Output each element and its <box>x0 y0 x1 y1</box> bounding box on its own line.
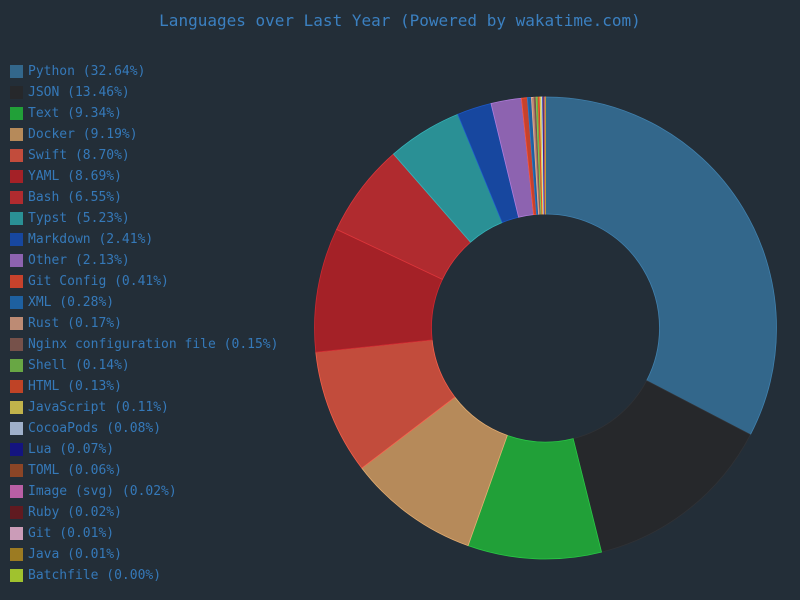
legend-swatch-ruby <box>10 506 23 519</box>
legend-label: Git Config (0.41%) <box>28 274 169 289</box>
legend-label: XML (0.28%) <box>28 295 115 310</box>
legend-swatch-rust <box>10 317 23 330</box>
legend-swatch-git <box>10 527 23 540</box>
legend-swatch-batchfile <box>10 569 23 582</box>
legend-label: JSON (13.46%) <box>28 85 130 100</box>
legend-label: Git (0.01%) <box>28 526 115 541</box>
legend-swatch-json <box>10 86 23 99</box>
legend-swatch-javascript <box>10 401 23 414</box>
legend-swatch-typst <box>10 212 23 225</box>
legend-swatch-lua <box>10 443 23 456</box>
legend-label: JavaScript (0.11%) <box>28 400 169 415</box>
legend-label: Bash (6.55%) <box>28 190 122 205</box>
legend-item-shell: Shell (0.14%) <box>10 355 278 376</box>
legend-label: YAML (8.69%) <box>28 169 122 184</box>
legend-label: Ruby (0.02%) <box>28 505 122 520</box>
legend-swatch-shell <box>10 359 23 372</box>
legend-item-nginx-configuration-file: Nginx configuration file (0.15%) <box>10 334 278 355</box>
legend-label: Swift (8.70%) <box>28 148 130 163</box>
legend-swatch-toml <box>10 464 23 477</box>
legend-item-json: JSON (13.46%) <box>10 82 278 103</box>
legend-item-lua: Lua (0.07%) <box>10 439 278 460</box>
legend-swatch-python <box>10 65 23 78</box>
legend-item-cocoapods: CocoaPods (0.08%) <box>10 418 278 439</box>
legend-item-markdown: Markdown (2.41%) <box>10 229 278 250</box>
legend-label: Java (0.01%) <box>28 547 122 562</box>
legend-item-html: HTML (0.13%) <box>10 376 278 397</box>
legend-label: Typst (5.23%) <box>28 211 130 226</box>
legend-swatch-text <box>10 107 23 120</box>
legend-item-image-svg: Image (svg) (0.02%) <box>10 481 278 502</box>
legend-item-ruby: Ruby (0.02%) <box>10 502 278 523</box>
legend-swatch-markdown <box>10 233 23 246</box>
legend-item-java: Java (0.01%) <box>10 544 278 565</box>
legend-label: Lua (0.07%) <box>28 442 115 457</box>
legend: Python (32.64%) JSON (13.46%) Text (9.34%)… <box>10 61 278 586</box>
legend-swatch-bash <box>10 191 23 204</box>
legend-item-batchfile: Batchfile (0.00%) <box>10 565 278 586</box>
legend-item-javascript: JavaScript (0.11%) <box>10 397 278 418</box>
legend-item-other: Other (2.13%) <box>10 250 278 271</box>
legend-swatch-cocoapods <box>10 422 23 435</box>
legend-swatch-docker <box>10 128 23 141</box>
legend-swatch-html <box>10 380 23 393</box>
legend-item-xml: XML (0.28%) <box>10 292 278 313</box>
legend-item-bash: Bash (6.55%) <box>10 187 278 208</box>
legend-swatch-yaml <box>10 170 23 183</box>
legend-swatch-nginx-configuration-file <box>10 338 23 351</box>
legend-label: Python (32.64%) <box>28 64 146 79</box>
legend-swatch-other <box>10 254 23 267</box>
legend-label: Shell (0.14%) <box>28 358 130 373</box>
legend-item-toml: TOML (0.06%) <box>10 460 278 481</box>
legend-label: CocoaPods (0.08%) <box>28 421 162 436</box>
legend-item-yaml: YAML (8.69%) <box>10 166 278 187</box>
legend-swatch-xml <box>10 296 23 309</box>
legend-item-docker: Docker (9.19%) <box>10 124 278 145</box>
legend-swatch-java <box>10 548 23 561</box>
legend-label: HTML (0.13%) <box>28 379 122 394</box>
legend-item-python: Python (32.64%) <box>10 61 278 82</box>
wedge-python <box>545 96 777 436</box>
legend-label: TOML (0.06%) <box>28 463 122 478</box>
legend-label: Other (2.13%) <box>28 253 130 268</box>
legend-label: Rust (0.17%) <box>28 316 122 331</box>
legend-swatch-git-config <box>10 275 23 288</box>
legend-swatch-swift <box>10 149 23 162</box>
legend-label: Docker (9.19%) <box>28 127 138 142</box>
legend-item-git: Git (0.01%) <box>10 523 278 544</box>
wedge-json <box>572 380 751 553</box>
legend-label: Image (svg) (0.02%) <box>28 484 177 499</box>
legend-item-swift: Swift (8.70%) <box>10 145 278 166</box>
legend-label: Markdown (2.41%) <box>28 232 154 247</box>
legend-label: Batchfile (0.00%) <box>28 568 162 583</box>
legend-item-git-config: Git Config (0.41%) <box>10 271 278 292</box>
legend-item-typst: Typst (5.23%) <box>10 208 278 229</box>
legend-label: Text (9.34%) <box>28 106 122 121</box>
legend-swatch-image-svg <box>10 485 23 498</box>
chart-title: Languages over Last Year (Powered by wak… <box>159 11 641 30</box>
legend-item-text: Text (9.34%) <box>10 103 278 124</box>
legend-item-rust: Rust (0.17%) <box>10 313 278 334</box>
legend-label: Nginx configuration file (0.15%) <box>28 337 279 352</box>
